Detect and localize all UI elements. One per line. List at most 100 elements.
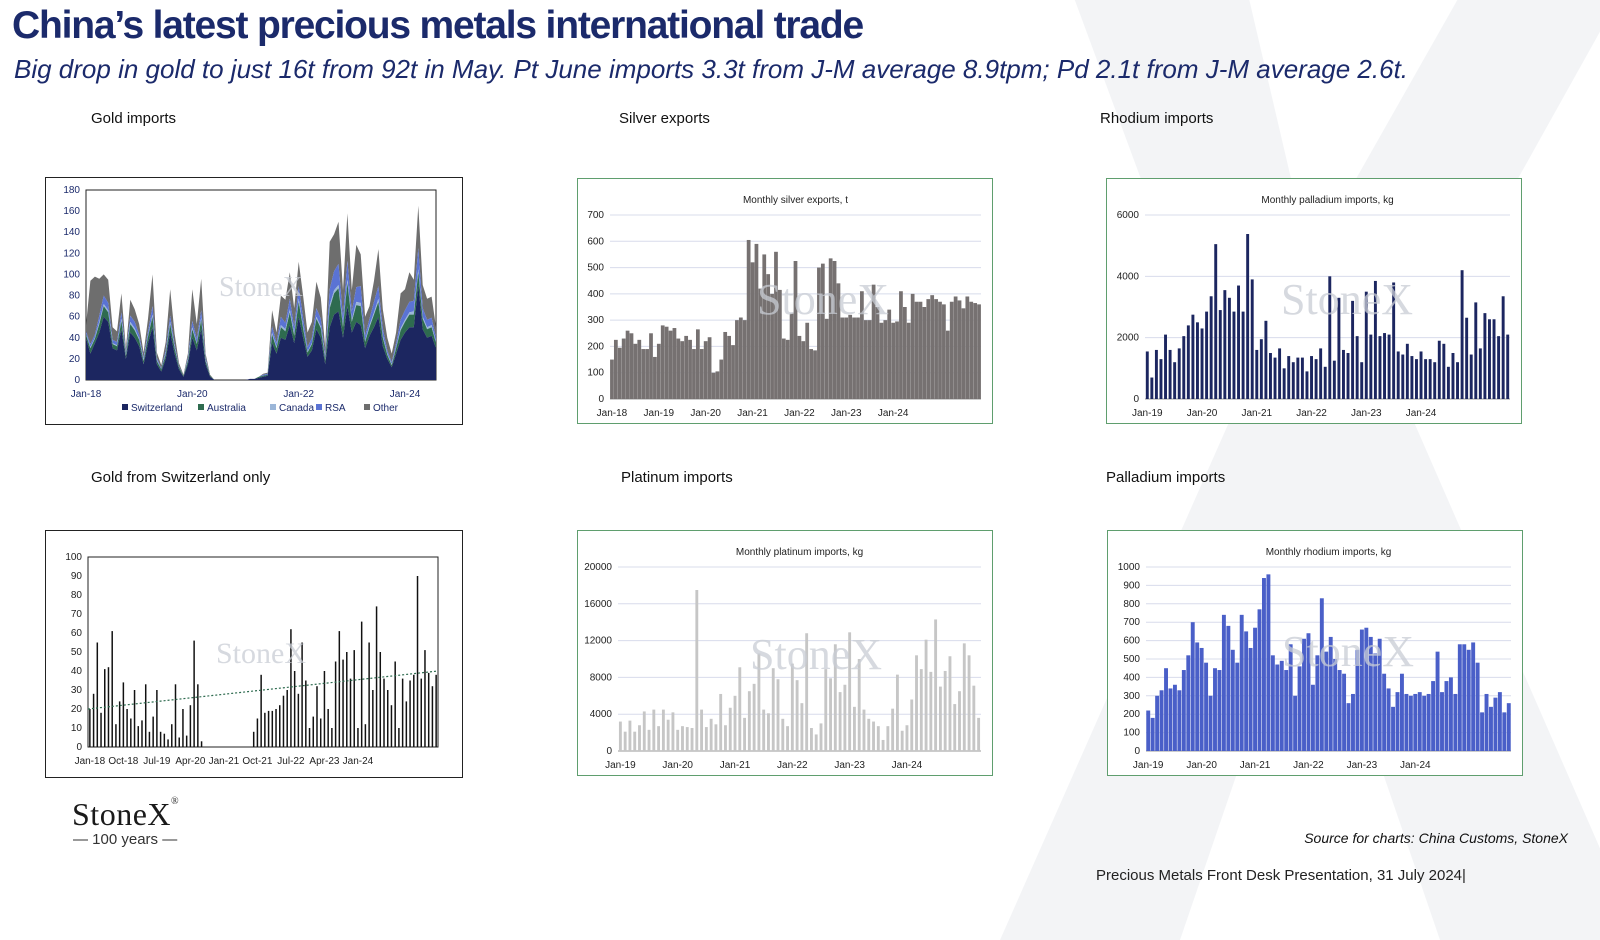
chart-title: Monthly silver exports, t bbox=[743, 195, 848, 206]
bar bbox=[171, 724, 173, 747]
bar bbox=[1172, 684, 1177, 751]
bar bbox=[714, 724, 718, 751]
bar bbox=[949, 301, 954, 399]
bar bbox=[867, 718, 871, 751]
y-tick-label: 4000 bbox=[1117, 271, 1140, 282]
bar bbox=[1275, 664, 1280, 751]
x-tick-label: Jan-19 bbox=[644, 408, 675, 419]
bar bbox=[613, 339, 618, 399]
bar bbox=[781, 338, 786, 399]
bar bbox=[301, 642, 303, 747]
bar bbox=[641, 349, 646, 399]
y-tick-label: 10 bbox=[71, 723, 83, 734]
bar bbox=[1337, 670, 1342, 751]
bar bbox=[1297, 666, 1302, 751]
bar bbox=[1264, 320, 1268, 399]
bar bbox=[349, 678, 352, 747]
y-tick-label: 0 bbox=[606, 746, 612, 757]
bar bbox=[1342, 349, 1345, 399]
bar bbox=[1433, 362, 1437, 399]
bar bbox=[130, 718, 132, 747]
bar bbox=[1451, 353, 1455, 399]
chart-platinum-imports: Monthly platinum imports, kg 0 4000 8000 120… bbox=[577, 530, 993, 776]
bar bbox=[781, 718, 785, 751]
bar bbox=[876, 726, 880, 751]
legend-swatch bbox=[270, 404, 276, 410]
bar bbox=[1435, 651, 1440, 751]
bar bbox=[1497, 692, 1502, 751]
bar bbox=[413, 674, 415, 747]
bar bbox=[1328, 636, 1333, 751]
bar bbox=[629, 333, 634, 399]
bar bbox=[709, 718, 713, 751]
bar bbox=[1145, 351, 1149, 399]
x-tick-label: Jan-20 bbox=[177, 389, 208, 400]
x-tick-label: Jan-23 bbox=[834, 760, 865, 771]
background-x-watermark bbox=[1000, 0, 1600, 940]
source-note: Source for charts: China Customs, StoneX bbox=[1304, 830, 1568, 846]
bar bbox=[1368, 636, 1373, 751]
bar bbox=[1415, 359, 1418, 399]
bar bbox=[1288, 644, 1293, 751]
x-tick-label: Jan-20 bbox=[690, 408, 721, 419]
bar bbox=[1150, 377, 1154, 399]
bar bbox=[1246, 234, 1250, 399]
page-subtitle: Big drop in gold to just 16t from 92t in… bbox=[14, 54, 1409, 84]
stonex-watermark: StoneX bbox=[216, 637, 306, 670]
bar bbox=[817, 267, 821, 399]
bar bbox=[610, 359, 614, 399]
bar bbox=[895, 321, 899, 399]
bar bbox=[965, 296, 970, 399]
bar bbox=[193, 640, 195, 747]
bar bbox=[431, 686, 434, 747]
bar bbox=[1291, 362, 1295, 399]
bar bbox=[1310, 684, 1315, 751]
chart-platinum-imports-svg: Monthly platinum imports, kg 0 4000 8000 120… bbox=[584, 547, 981, 771]
bar bbox=[638, 725, 641, 751]
bar bbox=[256, 718, 259, 747]
bar bbox=[1431, 681, 1436, 751]
bar bbox=[762, 709, 766, 751]
bar bbox=[104, 669, 106, 747]
bar bbox=[977, 304, 981, 399]
bar bbox=[156, 690, 158, 747]
bar bbox=[178, 737, 180, 747]
bar bbox=[852, 317, 856, 399]
bar bbox=[1270, 655, 1275, 751]
y-tick-label: 600 bbox=[587, 236, 604, 247]
bar bbox=[692, 349, 696, 399]
x-tick-label: Jan-18 bbox=[597, 408, 628, 419]
y-tick-label: 300 bbox=[1123, 691, 1140, 702]
bar bbox=[945, 330, 950, 399]
x-tick-label: Jul-19 bbox=[143, 756, 171, 767]
bar bbox=[1200, 328, 1204, 399]
bar bbox=[1239, 614, 1244, 751]
bar bbox=[727, 335, 731, 399]
bar bbox=[1168, 349, 1172, 399]
x-tick-label: Jan-22 bbox=[283, 389, 314, 400]
bar bbox=[1426, 693, 1431, 751]
x-tick-label: Jan-23 bbox=[831, 408, 862, 419]
x-tick-label: Jan-24 bbox=[390, 389, 421, 400]
plot-frame bbox=[87, 556, 439, 748]
bar bbox=[1497, 336, 1501, 399]
bar bbox=[163, 733, 166, 747]
bar bbox=[1168, 688, 1173, 751]
y-tick-label: 100 bbox=[1123, 728, 1140, 739]
bar bbox=[1351, 300, 1355, 399]
bar bbox=[383, 678, 385, 747]
bar bbox=[1404, 693, 1409, 751]
bar bbox=[680, 341, 685, 399]
bar bbox=[915, 655, 918, 751]
legend-label: Switzerland bbox=[131, 403, 183, 414]
y-tick-label: 120 bbox=[63, 248, 80, 259]
y-tick-label: 4000 bbox=[590, 709, 613, 720]
bar bbox=[167, 739, 169, 747]
bar bbox=[137, 726, 140, 747]
bar bbox=[724, 725, 727, 751]
x-tick-label: Jan-22 bbox=[784, 408, 815, 419]
bar bbox=[738, 317, 743, 399]
x-tick-label: Jan-23 bbox=[1347, 760, 1378, 771]
bar bbox=[1506, 334, 1510, 399]
y-tick-label: 8000 bbox=[590, 672, 613, 683]
